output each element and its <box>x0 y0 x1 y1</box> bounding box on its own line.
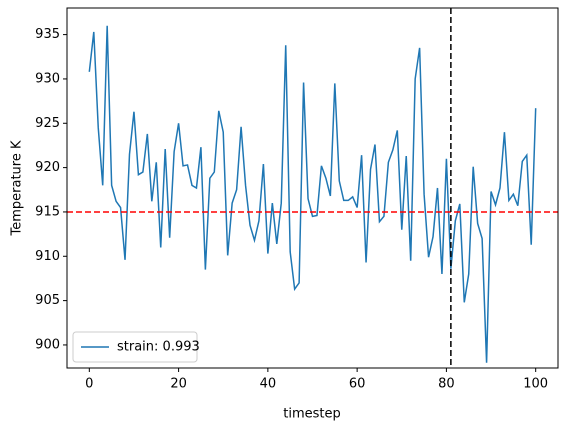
y-tick-label: 935 <box>35 27 60 42</box>
x-tick-label: 0 <box>85 377 93 392</box>
x-axis-label: timestep <box>283 407 341 422</box>
x-tick-label: 80 <box>438 377 455 392</box>
y-tick-label: 915 <box>35 204 60 219</box>
y-tick-label: 925 <box>35 116 60 131</box>
x-tick-label: 60 <box>349 377 366 392</box>
y-tick-label: 920 <box>35 160 60 175</box>
y-tick-label: 930 <box>35 71 60 86</box>
y-tick-label: 900 <box>35 337 60 352</box>
x-tick-label: 40 <box>260 377 277 392</box>
y-tick-label: 910 <box>35 249 60 264</box>
y-axis-label: Temperature K <box>10 140 25 236</box>
x-tick-label: 20 <box>170 377 187 392</box>
legend-label: strain: 0.993 <box>117 340 200 355</box>
x-tick-label: 100 <box>523 377 548 392</box>
y-tick-label: 905 <box>35 293 60 308</box>
line-series <box>88 25 537 363</box>
legend-box <box>72 331 198 363</box>
plot-frame <box>66 7 559 369</box>
